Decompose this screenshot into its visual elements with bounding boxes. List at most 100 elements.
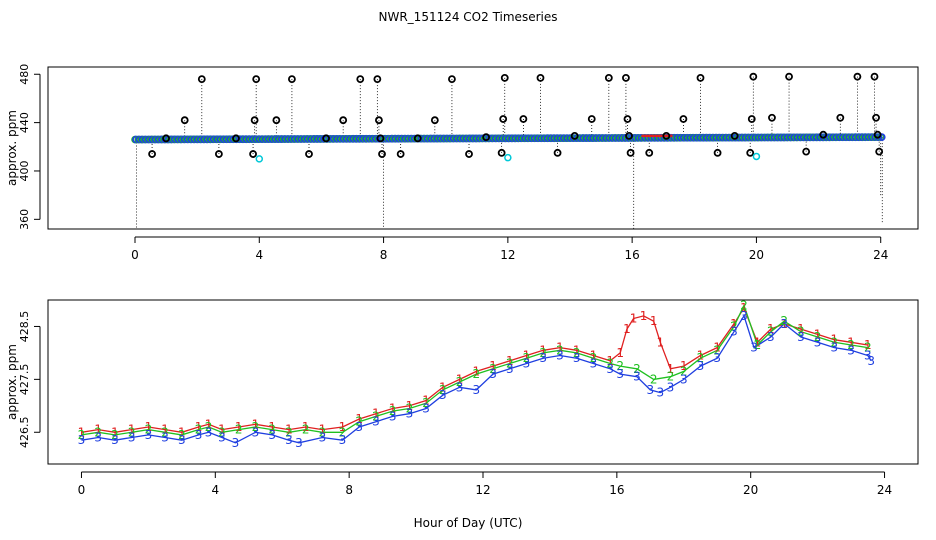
series-3-marker: 3 bbox=[657, 386, 665, 400]
spike-marker bbox=[872, 113, 880, 122]
series-1-marker: 1 bbox=[218, 423, 226, 437]
series-2-marker: 2 bbox=[740, 298, 748, 312]
series-1-marker: 1 bbox=[740, 301, 748, 315]
series-3-marker: 3 bbox=[847, 343, 855, 357]
series-3-marker: 3 bbox=[439, 388, 447, 402]
series-2-marker: 2 bbox=[339, 425, 347, 439]
series-2-marker: 2 bbox=[590, 351, 598, 365]
series-1-marker: 1 bbox=[640, 309, 648, 323]
series-2-marker: 2 bbox=[302, 423, 310, 437]
spike-marker bbox=[482, 133, 491, 142]
spike-marker bbox=[553, 148, 562, 157]
series-1-marker: 1 bbox=[797, 322, 805, 336]
series-1-marker: 1 bbox=[422, 394, 430, 408]
spike-marker bbox=[802, 147, 811, 156]
series-1-marker: 1 bbox=[606, 354, 614, 368]
series-3-marker: 3 bbox=[94, 431, 102, 445]
series-3-marker: 3 bbox=[205, 425, 213, 439]
bottom-y-axis-label: approx. ppm bbox=[5, 344, 19, 420]
series-2-marker: 2 bbox=[111, 428, 119, 442]
series-2-marker: 2 bbox=[667, 370, 675, 384]
bottom-plot-frame bbox=[47, 299, 919, 465]
top-plot-frame bbox=[47, 66, 919, 230]
series-1-marker: 1 bbox=[389, 401, 397, 415]
series-1-marker: 1 bbox=[657, 335, 665, 349]
chart-title: NWR_151124 CO2 Timeseries bbox=[379, 10, 558, 24]
spike-marker bbox=[622, 73, 630, 82]
series-3-marker: 3 bbox=[646, 383, 654, 397]
spike-marker bbox=[696, 73, 705, 82]
series-3-marker: 3 bbox=[268, 428, 276, 442]
series-2-marker: 2 bbox=[489, 362, 497, 376]
series-3-marker: 3 bbox=[252, 425, 260, 439]
spike-marker bbox=[730, 132, 739, 140]
series-2-marker: 2 bbox=[780, 314, 788, 328]
series-1-marker: 1 bbox=[754, 335, 762, 349]
spike-marker bbox=[625, 132, 633, 140]
series-1-marker: 1 bbox=[730, 317, 738, 331]
series-1-marker: 1 bbox=[339, 420, 347, 434]
bottom-x-tick-label: 12 bbox=[475, 483, 490, 497]
series-2-marker: 2 bbox=[145, 423, 153, 437]
series-2-marker: 2 bbox=[616, 359, 624, 373]
bottom-x-tick-label: 0 bbox=[78, 483, 86, 497]
spike-marker bbox=[448, 75, 456, 83]
series-2-marker: 2 bbox=[128, 425, 136, 439]
top-panel: 0 4 8 12 16 20 24 360 400 440 480 approx. ppm bbox=[5, 64, 919, 262]
series-2-marker: 2 bbox=[355, 415, 363, 429]
series-1-marker: 1 bbox=[205, 417, 213, 431]
series-2-marker: 2 bbox=[235, 423, 243, 437]
top-x-tick-label: 24 bbox=[873, 248, 888, 262]
top-x-tick-label: 16 bbox=[625, 248, 640, 262]
spike-marker bbox=[746, 148, 755, 157]
series-3-marker: 3 bbox=[814, 335, 822, 349]
spike-marker bbox=[870, 72, 879, 81]
series-2-marker: 2 bbox=[161, 425, 169, 439]
series-2-marker: 2 bbox=[439, 383, 447, 397]
spike-marker bbox=[375, 116, 383, 125]
series-3-marker: 3 bbox=[556, 349, 564, 363]
series-2-marker: 2 bbox=[814, 330, 822, 344]
spike-marker bbox=[252, 75, 261, 83]
series-3-marker: 3 bbox=[178, 433, 186, 447]
series-2-marker: 2 bbox=[831, 335, 839, 349]
top-y-tick-label: 360 bbox=[18, 209, 31, 230]
bottom-x-tick-label: 24 bbox=[877, 483, 892, 497]
series-2-marker: 2 bbox=[205, 420, 213, 434]
series-3-marker: 3 bbox=[195, 428, 203, 442]
series-2-marker: 2 bbox=[252, 420, 260, 434]
series-1-marker: 1 bbox=[650, 314, 658, 328]
spike-marker bbox=[536, 73, 545, 82]
series-3-marker: 3 bbox=[506, 362, 514, 376]
series-3-marker: 3 bbox=[523, 356, 531, 370]
series-3-marker: 3 bbox=[797, 330, 805, 344]
series-2-marker: 2 bbox=[506, 356, 514, 370]
series-1-marker: 1 bbox=[831, 333, 839, 347]
series-2-marker: 2 bbox=[864, 341, 872, 355]
x-axis-label: Hour of Day (UTC) bbox=[414, 516, 523, 530]
spike-marker bbox=[396, 150, 405, 158]
series-2-marker: 2 bbox=[195, 423, 203, 437]
spike-marker bbox=[272, 116, 281, 125]
series-1-marker: 1 bbox=[713, 341, 721, 355]
spike-marker bbox=[305, 150, 313, 158]
series-3-marker: 3 bbox=[606, 362, 614, 376]
series-1-marker: 1 bbox=[590, 349, 598, 363]
series-3-marker: 3 bbox=[422, 401, 430, 415]
spike-marker bbox=[626, 148, 635, 157]
spike-marker bbox=[180, 116, 189, 125]
series-2-marker: 2 bbox=[472, 367, 480, 381]
series-2-marker: 2 bbox=[754, 338, 762, 352]
series-3-marker: 3 bbox=[161, 431, 169, 445]
spike-marker bbox=[148, 150, 156, 158]
top-y-tick-label: 400 bbox=[18, 160, 31, 181]
series-3-marker: 3 bbox=[667, 380, 675, 394]
series-1-marker: 1 bbox=[489, 359, 497, 373]
spike-marker bbox=[250, 116, 259, 125]
spike-marker bbox=[853, 72, 862, 81]
spike-marker bbox=[249, 150, 257, 158]
top-y-axis-label: approx. ppm bbox=[5, 110, 19, 186]
series-3-marker: 3 bbox=[406, 407, 414, 421]
series-3-marker: 3 bbox=[767, 330, 775, 344]
